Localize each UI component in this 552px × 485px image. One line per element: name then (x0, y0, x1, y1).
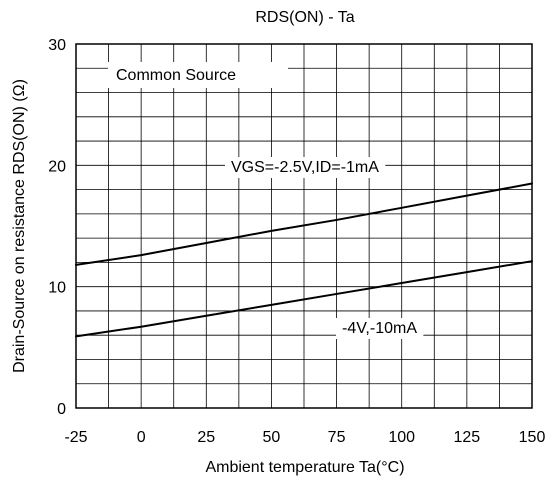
chart-title: RDS(ON) - Ta (255, 9, 354, 26)
x-tick-label: 150 (519, 429, 546, 446)
series-label-vgs-2-5v: VGS=-2.5V,ID=-1mA (231, 159, 379, 176)
plot-frame (75, 43, 533, 409)
annotation-common-source: Common Source (116, 67, 236, 84)
y-axis-label: Drain-Source on resistance RDS(ON) (Ω) (11, 79, 28, 373)
series-line-2 (75, 260, 533, 338)
tick-labels: -25 0 25 50 75 100 125 150 0 10 20 30 (48, 37, 545, 446)
x-tick-label: 50 (263, 429, 281, 446)
series-label-boxes (225, 157, 424, 339)
x-tick-label: 125 (454, 429, 481, 446)
series-label-background (336, 318, 424, 339)
series-line-1 (75, 182, 533, 266)
series-label-background (225, 157, 386, 178)
x-axis-label: Ambient temperature Ta(°C) (205, 459, 404, 476)
series-labels: VGS=-2.5V,ID=-1mA -4V,-10mA (231, 159, 417, 337)
x-tick-label: 75 (328, 429, 346, 446)
common-source-annotation: Common Source (108, 62, 288, 88)
x-tick-label: 100 (388, 429, 415, 446)
x-tick-label: -25 (64, 429, 87, 446)
grid (76, 44, 532, 408)
series-lines (75, 182, 533, 338)
y-tick-label: 0 (57, 401, 66, 418)
series-label-4v: -4V,-10mA (342, 320, 417, 337)
x-tick-label: 0 (137, 429, 146, 446)
y-tick-label: 10 (48, 280, 66, 297)
x-tick-label: 25 (197, 429, 215, 446)
y-tick-label: 20 (48, 158, 66, 175)
y-tick-label: 30 (48, 37, 66, 54)
